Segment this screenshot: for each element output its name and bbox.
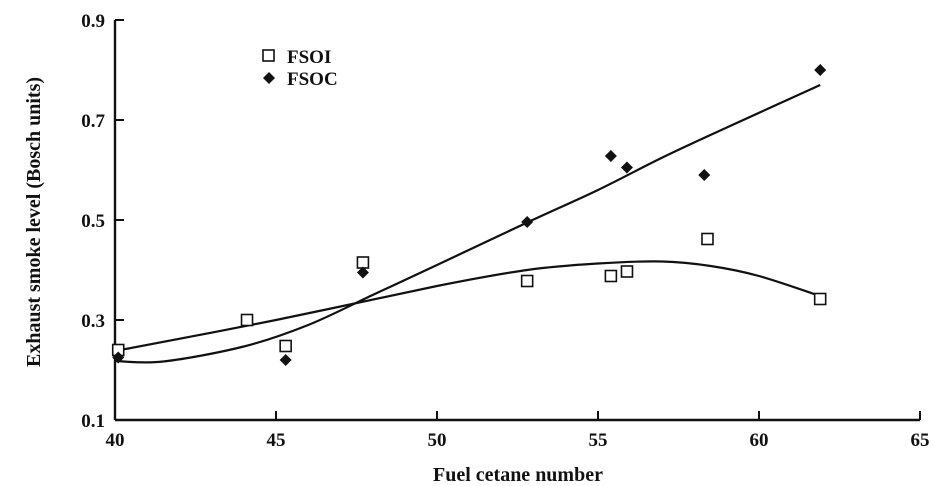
trend-line-fsoc (114, 83, 821, 364)
x-tick-label: 55 (589, 430, 608, 451)
data-point-fsoi (240, 313, 254, 327)
legend-marker-fsoi (262, 49, 275, 62)
data-point-fsoc (279, 354, 292, 366)
y-tick-label: 0.9 (81, 11, 105, 32)
y-tick-label: 0.7 (81, 111, 105, 132)
data-point-fsoi (620, 265, 634, 278)
data-point-fsoc (112, 351, 125, 364)
x-tick-label: 45 (267, 430, 286, 451)
y-tick-label: 0.5 (81, 211, 105, 232)
data-point-fsoc (620, 161, 633, 174)
points-layer (111, 64, 827, 366)
data-point-fsoi (520, 274, 534, 288)
x-tick-label: 60 (750, 430, 769, 451)
y-tick-label: 0.3 (81, 311, 105, 332)
data-point-fsoc (698, 169, 711, 181)
legend: FSOI FSOC (262, 47, 338, 90)
legend-label-fsoc: FSOC (287, 69, 338, 90)
y-axis-label: Exhaust smoke level (Bosch units) (23, 77, 45, 367)
data-point-fsoi (356, 256, 370, 269)
x-tick-label: 65 (911, 430, 930, 451)
trend-layer (114, 83, 821, 364)
x-axis-label: Fuel cetane number (433, 464, 603, 486)
data-point-fsoi (279, 339, 292, 353)
data-point-fsoc (356, 266, 369, 279)
trend-line-fsoi (114, 260, 821, 353)
data-point-fsoi (701, 232, 714, 246)
y-tick-label: 0.1 (81, 411, 105, 432)
ticks-layer: 40 45 50 55 60 65 0.1 0.3 0.5 0.7 0.9 (81, 11, 929, 451)
data-point-fsoi (813, 292, 827, 306)
legend-label-fsoi: FSOI (287, 47, 331, 68)
data-point-fsoc (604, 150, 617, 162)
data-point-fsoc (521, 216, 534, 228)
data-point-fsoc (814, 64, 827, 76)
x-tick-label: 40 (106, 430, 125, 451)
data-point-fsoi (604, 269, 618, 283)
x-tick-label: 50 (428, 430, 447, 451)
legend-marker-fsoc (263, 72, 275, 84)
